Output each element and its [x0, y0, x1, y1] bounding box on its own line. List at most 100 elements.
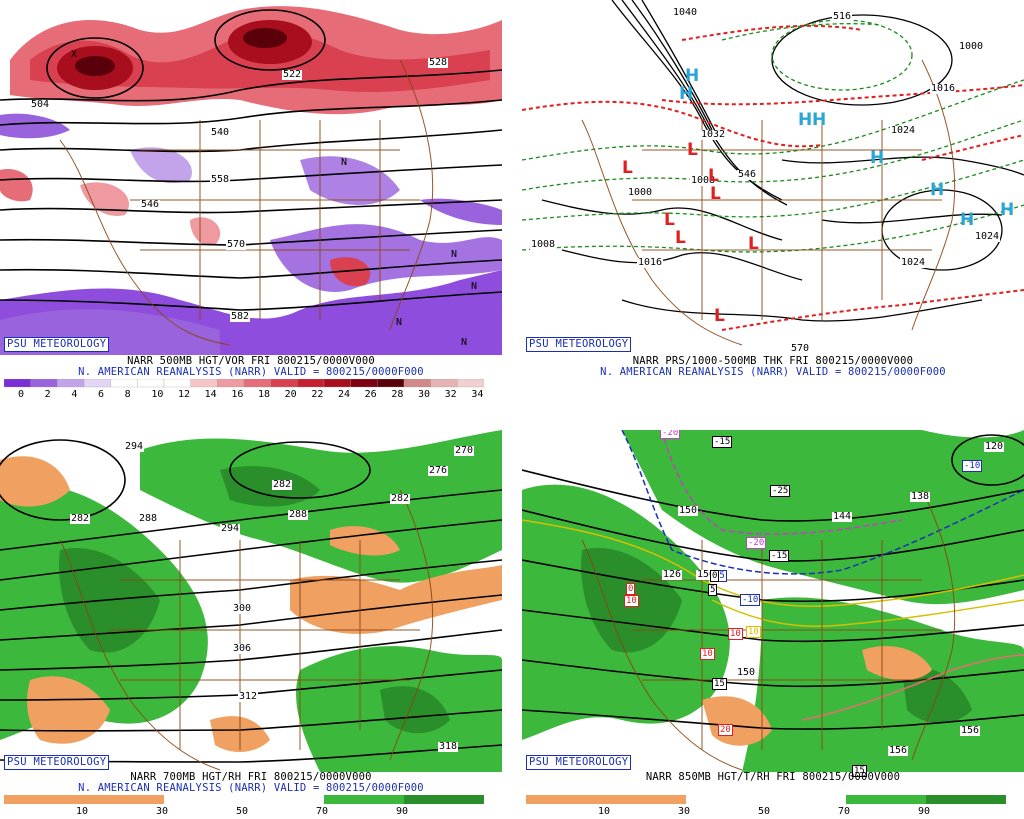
colorbar-segment [297, 379, 325, 388]
contour-label: 1016 [930, 83, 957, 94]
contour-label: 282 [70, 513, 91, 524]
colorbar-tick-label: 90 [918, 806, 931, 817]
contour-label: 1032 [700, 129, 727, 140]
low-pressure-marker: L [664, 210, 675, 230]
temp-label-box: -25 [770, 485, 791, 497]
contour-label: 138 [910, 491, 931, 502]
colorbar-tick-label: 30 [678, 806, 691, 817]
temp-label-box: 0 [626, 583, 636, 595]
contour-label: 1000 [958, 41, 985, 52]
contour-label: 144 [832, 511, 853, 522]
colorbar-tick-label: 16 [231, 389, 244, 400]
contour-label: 570 [790, 343, 811, 354]
colorbar-segment [377, 379, 405, 388]
temp-label-box: 15 [712, 678, 727, 690]
colorbar-tick-label: 0 [18, 389, 25, 400]
colorbar-tick-label: 6 [98, 389, 105, 400]
caption-line-1: NARR 850MB HGT/T/RH FRI 800215/0000V000 [645, 771, 901, 783]
high-pressure-marker: H [930, 180, 945, 200]
temp-label-box: 15 [852, 765, 867, 777]
panel-850mb-temp-rh: 120 138 144 150 126 150 156 156 150 -20 … [522, 430, 1024, 819]
high-pressure-marker: H [812, 110, 827, 130]
temp-label-box: 10 [746, 626, 761, 638]
contour-label: 120 [984, 441, 1005, 452]
contour-label: 306 [232, 643, 253, 654]
caption-line-2: N. AMERICAN REANALYSIS (NARR) VALID = 80… [78, 366, 424, 378]
colorbar-tick-label: 26 [364, 389, 377, 400]
contour-label: 570 [226, 239, 247, 250]
colorbar-tick-label: 30 [156, 806, 169, 817]
contour-label: 276 [428, 465, 449, 476]
high-pressure-marker: H [1000, 200, 1015, 220]
colorbar-segment [57, 379, 85, 388]
colorbar-tick-label: 30 [418, 389, 431, 400]
contour-label: 582 [230, 311, 251, 322]
contour-label: 300 [232, 603, 253, 614]
temp-label-box: -10 [962, 460, 983, 472]
contour-label: 522 [282, 69, 303, 80]
colorbar-segment [110, 379, 138, 388]
temp-label-box: 0 [710, 570, 720, 582]
contour-label: 1016 [637, 257, 664, 268]
contour-label: 150 [696, 569, 717, 580]
colorbar-tick-label: 2 [44, 389, 51, 400]
colorbar-tick-label: 70 [838, 806, 851, 817]
high-pressure-marker: H [685, 66, 700, 86]
colorbar-tick-label: 12 [178, 389, 191, 400]
colorbar-tick-label: 4 [71, 389, 78, 400]
colorbar-tick-label: 10 [151, 389, 164, 400]
contour-label: 318 [438, 741, 459, 752]
colorbar-segment [243, 379, 271, 388]
vort-marker: N [396, 317, 403, 328]
contour-label: 126 [662, 569, 683, 580]
psu-watermark: PSU METEOROLOGY [526, 755, 632, 770]
contour-label: 270 [454, 445, 475, 456]
temp-rh-850mb-map [522, 430, 1024, 772]
low-pressure-marker: L [675, 228, 686, 248]
colorbar-tick-label: 18 [258, 389, 271, 400]
contour-label: 528 [428, 57, 449, 68]
colorbar-segment [83, 379, 111, 388]
contour-label: 1008 [530, 239, 557, 250]
contour-label: 156 [888, 745, 909, 756]
colorbar-tick-label: 70 [316, 806, 329, 817]
temp-label-box: -15 [769, 550, 790, 562]
temp-label-box: 10 [700, 648, 715, 660]
panel-700mb-rh: 294 276 270 282 282 288 294 300 306 312 … [0, 430, 502, 819]
colorbar-tick-label: 32 [444, 389, 457, 400]
contour-label: 516 [832, 11, 853, 22]
vort-marker: N [461, 337, 468, 348]
temp-label-box: 10 [624, 595, 639, 607]
psu-watermark: PSU METEOROLOGY [526, 337, 632, 352]
caption-line-2: N. AMERICAN REANALYSIS (NARR) VALID = 80… [78, 782, 424, 794]
contour-label: 150 [736, 667, 757, 678]
vorticity-colorbar [4, 379, 484, 388]
panel-500mb-vorticity: 504 522 540 558 570 582 528 546 X N N N … [0, 0, 502, 404]
colorbar-segment [270, 379, 298, 388]
contour-label: 312 [238, 691, 259, 702]
low-pressure-marker: L [687, 140, 698, 160]
colorbar-segment [30, 379, 58, 388]
colorbar-segment [190, 379, 218, 388]
colorbar-tick-label: 28 [391, 389, 404, 400]
caption-line-1: NARR PRS/1000-500MB THK FRI 800215/0000V… [632, 355, 914, 367]
psu-watermark: PSU METEOROLOGY [4, 755, 110, 770]
contour-label: 1024 [900, 257, 927, 268]
colorbar-tick-label: 90 [396, 806, 409, 817]
vort-marker: N [341, 157, 348, 168]
contour-label: 282 [272, 479, 293, 490]
contour-label: 288 [138, 513, 159, 524]
temp-label-box: -20 [746, 537, 767, 549]
contour-label: 540 [210, 127, 231, 138]
colorbar-segment [163, 379, 191, 388]
low-pressure-marker: L [622, 158, 633, 178]
contour-label: 294 [124, 441, 145, 452]
contour-label: 546 [737, 169, 758, 180]
colorbar-tick-label: 50 [758, 806, 771, 817]
colorbar-tick-label: 10 [76, 806, 89, 817]
colorbar-segment [217, 379, 245, 388]
vort-marker: N [451, 249, 458, 260]
temp-label-box: 20 [718, 724, 733, 736]
colorbar-tick-label: 24 [338, 389, 351, 400]
panel-pressure-thickness: 1040 516 1000 1016 1024 1032 1000 1008 1… [522, 0, 1024, 404]
